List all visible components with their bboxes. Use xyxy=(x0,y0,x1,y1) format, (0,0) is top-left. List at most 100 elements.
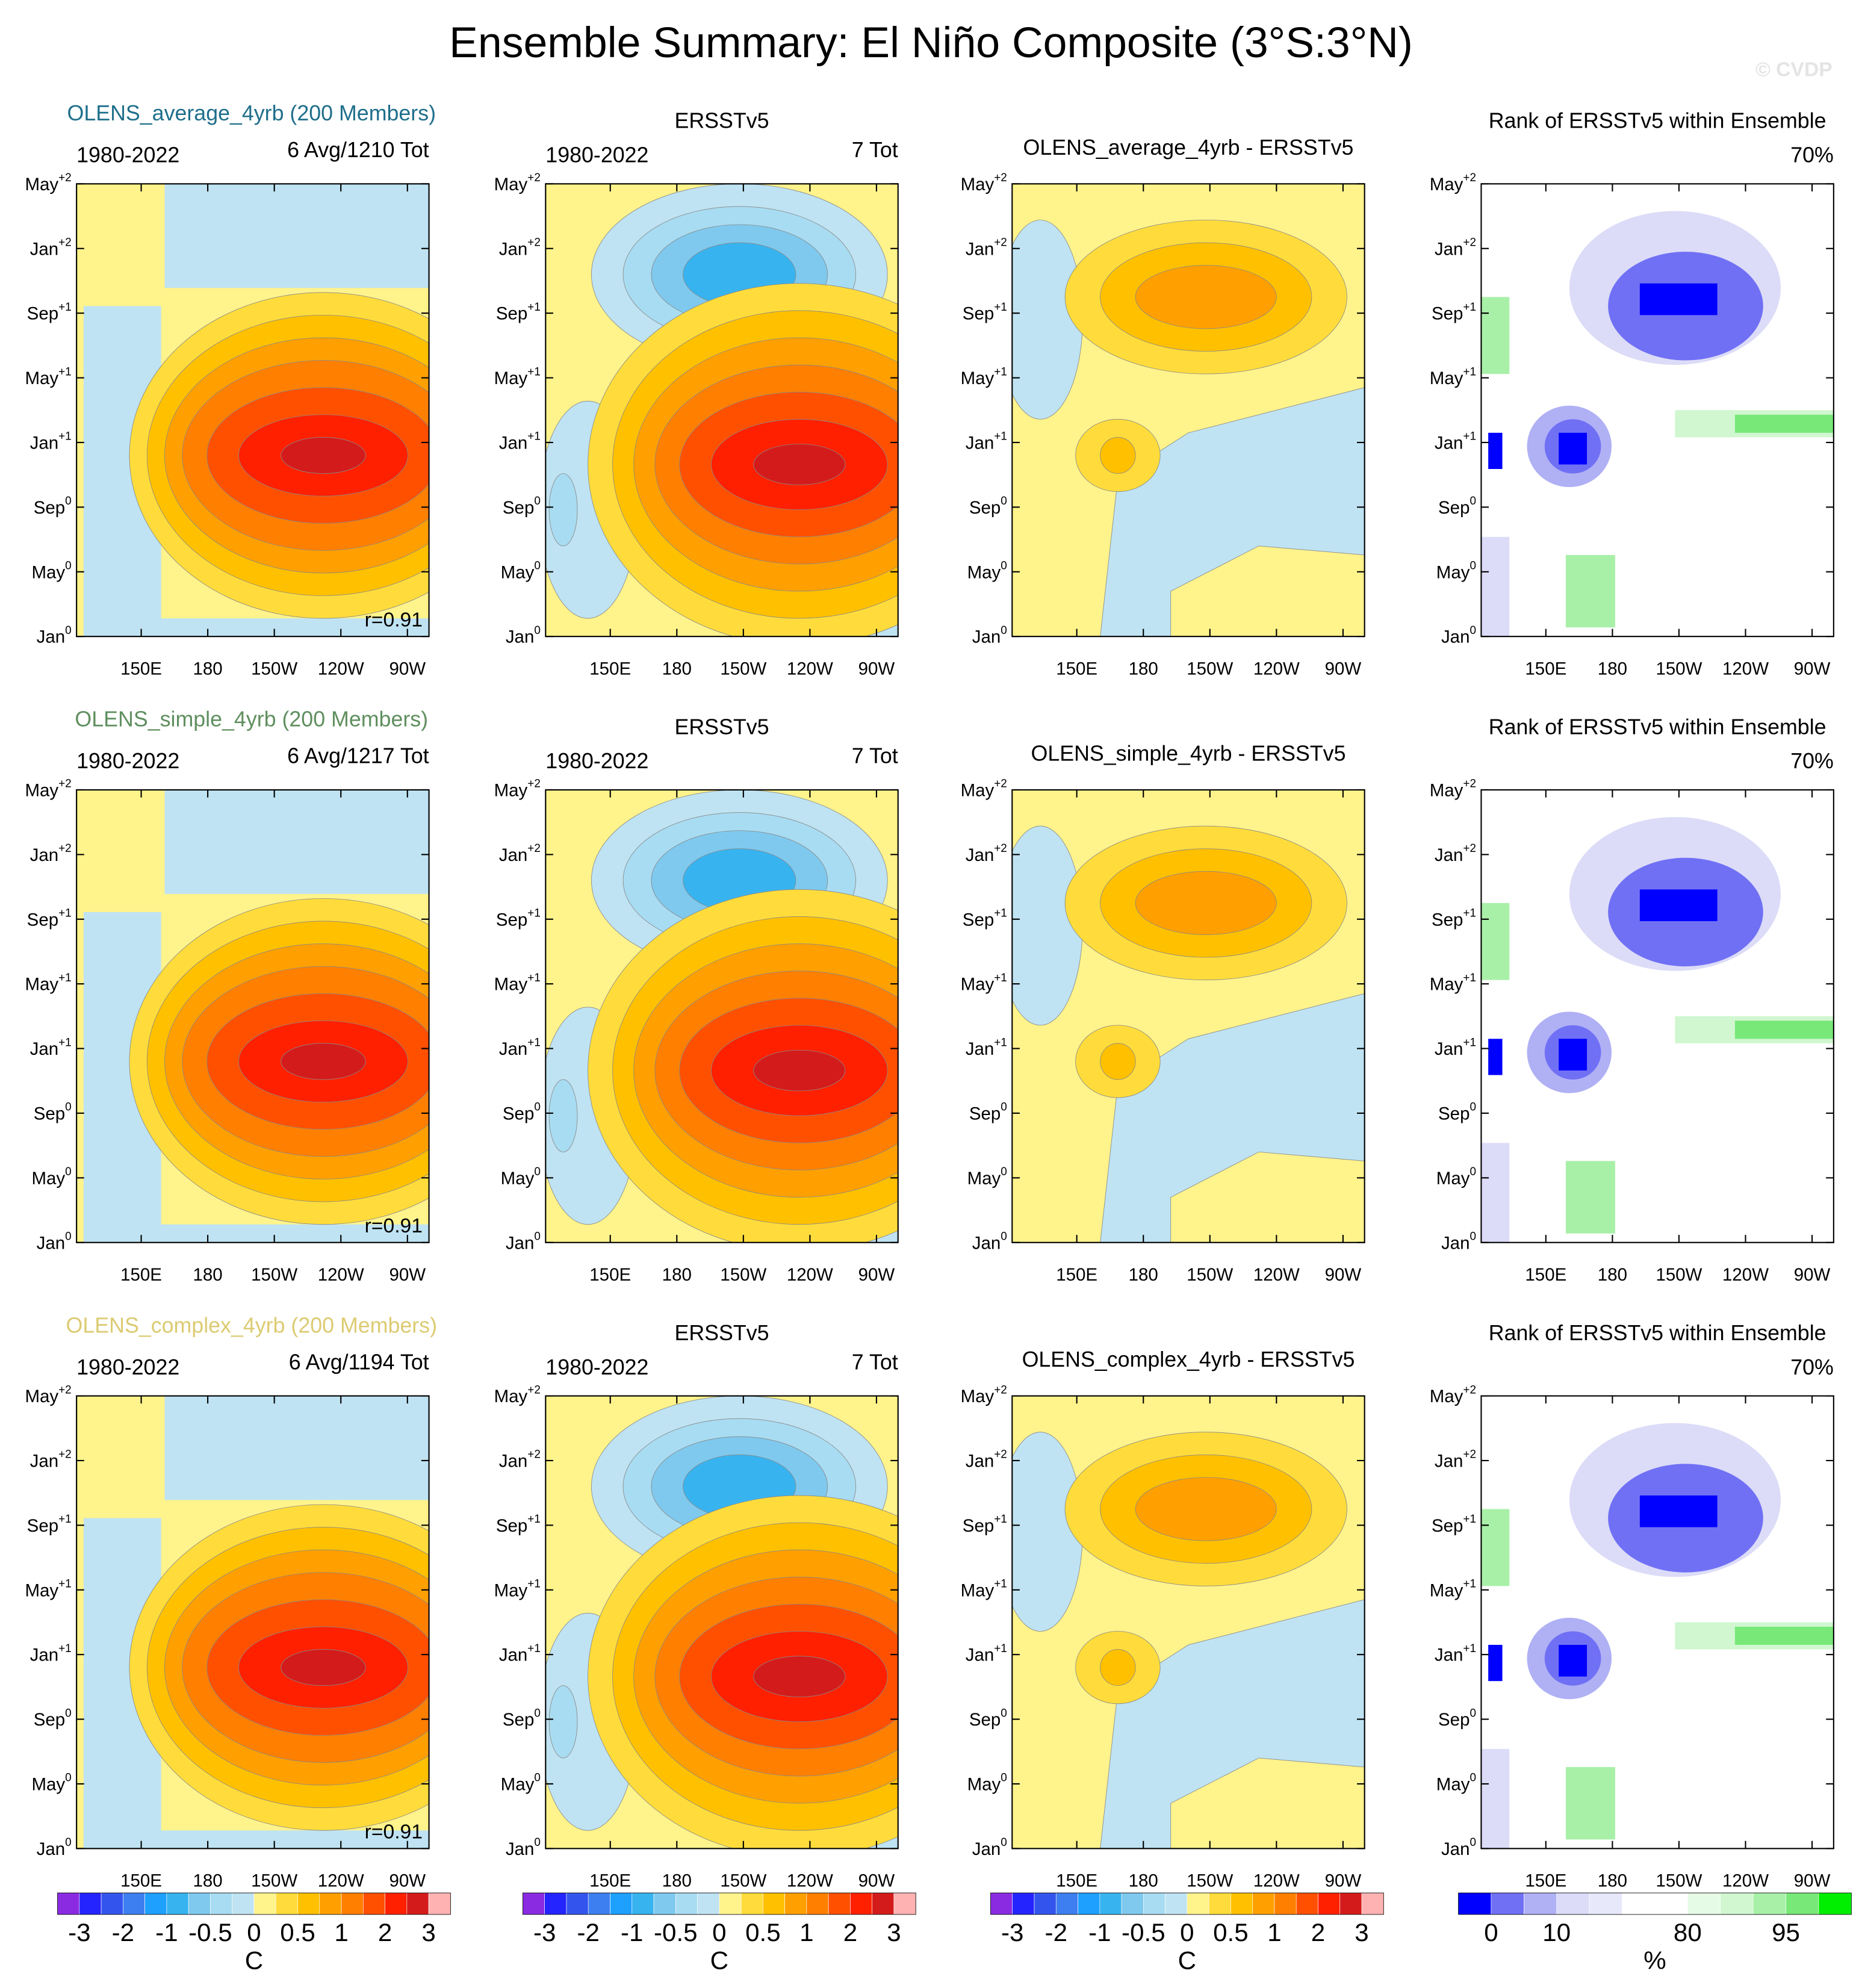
y-tick-year: +1 xyxy=(994,430,1007,443)
y-tick-month: May xyxy=(32,1774,66,1794)
y-tick-month: May xyxy=(967,1169,1001,1188)
y-tick-month: May xyxy=(961,1580,995,1600)
y-tick-label: May0 xyxy=(501,1772,541,1795)
y-tick-month: Sep xyxy=(503,1104,534,1123)
contour-fill xyxy=(1481,1748,1510,1849)
colorbar-box xyxy=(610,1892,633,1915)
y-tick-year: 0 xyxy=(1469,1772,1476,1785)
y-tick-month: May xyxy=(25,1580,58,1600)
y-tick-year: +1 xyxy=(1463,1036,1476,1049)
contour-plot xyxy=(1012,789,1365,1243)
contour-fill xyxy=(753,1049,846,1092)
y-tick-label: Jan0 xyxy=(506,1836,541,1859)
x-tick-label: 120W xyxy=(318,1265,364,1285)
y-tick-label: Sep0 xyxy=(969,495,1007,518)
y-tick-month: Sep xyxy=(1438,498,1469,518)
y-tick-label: May+2 xyxy=(25,1384,71,1406)
y-tick-month: Sep xyxy=(496,1516,527,1536)
y-tick-month: May xyxy=(25,1387,58,1406)
y-tick-year: +1 xyxy=(58,1513,72,1526)
y-tick-year: +2 xyxy=(58,1384,72,1396)
colorbar-label: 0.5 xyxy=(745,1918,781,1946)
y-tick-label: Jan+1 xyxy=(30,430,72,453)
colorbar-box xyxy=(1458,1892,1492,1915)
y-tick-month: Jan xyxy=(966,433,995,453)
contour-fill xyxy=(1488,1645,1503,1682)
y-tick-month: Jan xyxy=(972,1839,1001,1859)
colorbar-box xyxy=(1361,1892,1384,1915)
colorbar-label: -0.5 xyxy=(1122,1918,1165,1946)
x-tick-label: 90W xyxy=(1325,1265,1362,1285)
y-tick-label: Jan+1 xyxy=(1435,1036,1476,1059)
y-tick-label: May+2 xyxy=(961,172,1007,194)
contour-fill xyxy=(1481,1143,1510,1243)
y-tick-month: May xyxy=(494,368,528,388)
colorbar-label: 1 xyxy=(1267,1918,1281,1946)
y-tick-label: Jan0 xyxy=(972,1231,1007,1253)
y-tick-month: Jan xyxy=(37,1233,66,1253)
panel-title: OLENS_average_4yrb - ERSSTv5 xyxy=(1023,135,1354,160)
y-tick-label: Sep+1 xyxy=(963,907,1007,930)
y-tick-month: Jan xyxy=(30,1645,59,1665)
y-tick-month: Sep xyxy=(496,304,527,324)
x-tick-label: 180 xyxy=(193,659,223,679)
y-tick-month: Sep xyxy=(1438,1710,1469,1730)
colorbar-box xyxy=(872,1892,895,1915)
x-tick-label: 90W xyxy=(389,659,426,679)
x-tick-label: 150E xyxy=(1056,1265,1097,1285)
y-tick-label: Jan+2 xyxy=(1435,842,1476,865)
y-tick-month: Jan xyxy=(499,1039,528,1059)
y-tick-year: +1 xyxy=(527,972,541,984)
x-tick-label: 120W xyxy=(318,659,364,679)
y-tick-year: +1 xyxy=(1463,907,1476,920)
contour-fill xyxy=(1565,554,1615,628)
y-tick-year: 0 xyxy=(1001,560,1007,573)
y-tick-label: May0 xyxy=(967,1772,1007,1795)
y-tick-label: May+1 xyxy=(961,1578,1007,1601)
colorbar-label: 2 xyxy=(843,1918,857,1946)
y-tick-month: Jan xyxy=(1441,627,1470,647)
colorbar-label: 1 xyxy=(334,1918,348,1946)
colorbar-box xyxy=(1589,1892,1622,1915)
y-tick-month: Jan xyxy=(30,1451,59,1471)
correlation-note: r=0.91 xyxy=(365,1821,423,1844)
colorbar-box xyxy=(362,1892,385,1915)
y-tick-year: +1 xyxy=(58,430,72,443)
x-tick-label: 150E xyxy=(1056,1871,1097,1891)
y-tick-year: +2 xyxy=(994,1449,1007,1461)
y-tick-year: +2 xyxy=(1463,237,1476,249)
colorbar-label: -0.5 xyxy=(188,1918,232,1946)
colorbar-label: 0 xyxy=(712,1918,726,1946)
x-tick-label: 90W xyxy=(389,1871,426,1891)
y-tick-month: Jan xyxy=(1435,1039,1463,1059)
y-tick-label: Sep+1 xyxy=(1432,301,1476,324)
colorbar-label: -1 xyxy=(621,1918,643,1946)
colorbar-box xyxy=(675,1892,698,1915)
contour-fill xyxy=(1135,1477,1277,1541)
contour-fill xyxy=(1100,1043,1136,1080)
colorbar-box xyxy=(341,1892,364,1915)
y-tick-label: May+1 xyxy=(961,972,1007,995)
colorbar-box xyxy=(57,1892,80,1915)
y-tick-label: Jan+2 xyxy=(30,237,72,259)
y-tick-label: Jan+2 xyxy=(30,842,72,865)
x-tick-label: 120W xyxy=(318,1871,364,1891)
y-tick-label: Sep+1 xyxy=(963,301,1007,324)
panel-right-text: 7 Tot xyxy=(852,744,898,768)
colorbar-box xyxy=(566,1892,589,1915)
y-tick-label: May0 xyxy=(501,560,541,583)
y-tick-label: May0 xyxy=(501,1166,541,1188)
y-tick-label: Jan0 xyxy=(506,1231,541,1253)
x-tick-label: 90W xyxy=(858,659,895,679)
x-tick-label: 90W xyxy=(1794,1265,1831,1285)
colorbar-frame xyxy=(1458,1892,1852,1915)
y-tick-year: +1 xyxy=(527,430,541,443)
plot-frame xyxy=(1480,1395,1834,1850)
panel-title: ERSSTv5 xyxy=(674,715,769,739)
colorbar-box xyxy=(1252,1892,1275,1915)
y-tick-year: +1 xyxy=(527,1642,541,1655)
y-tick-year: +1 xyxy=(1463,430,1476,443)
y-tick-label: Sep+1 xyxy=(27,301,72,324)
y-tick-year: +2 xyxy=(527,842,541,855)
y-tick-year: +2 xyxy=(994,237,1007,249)
